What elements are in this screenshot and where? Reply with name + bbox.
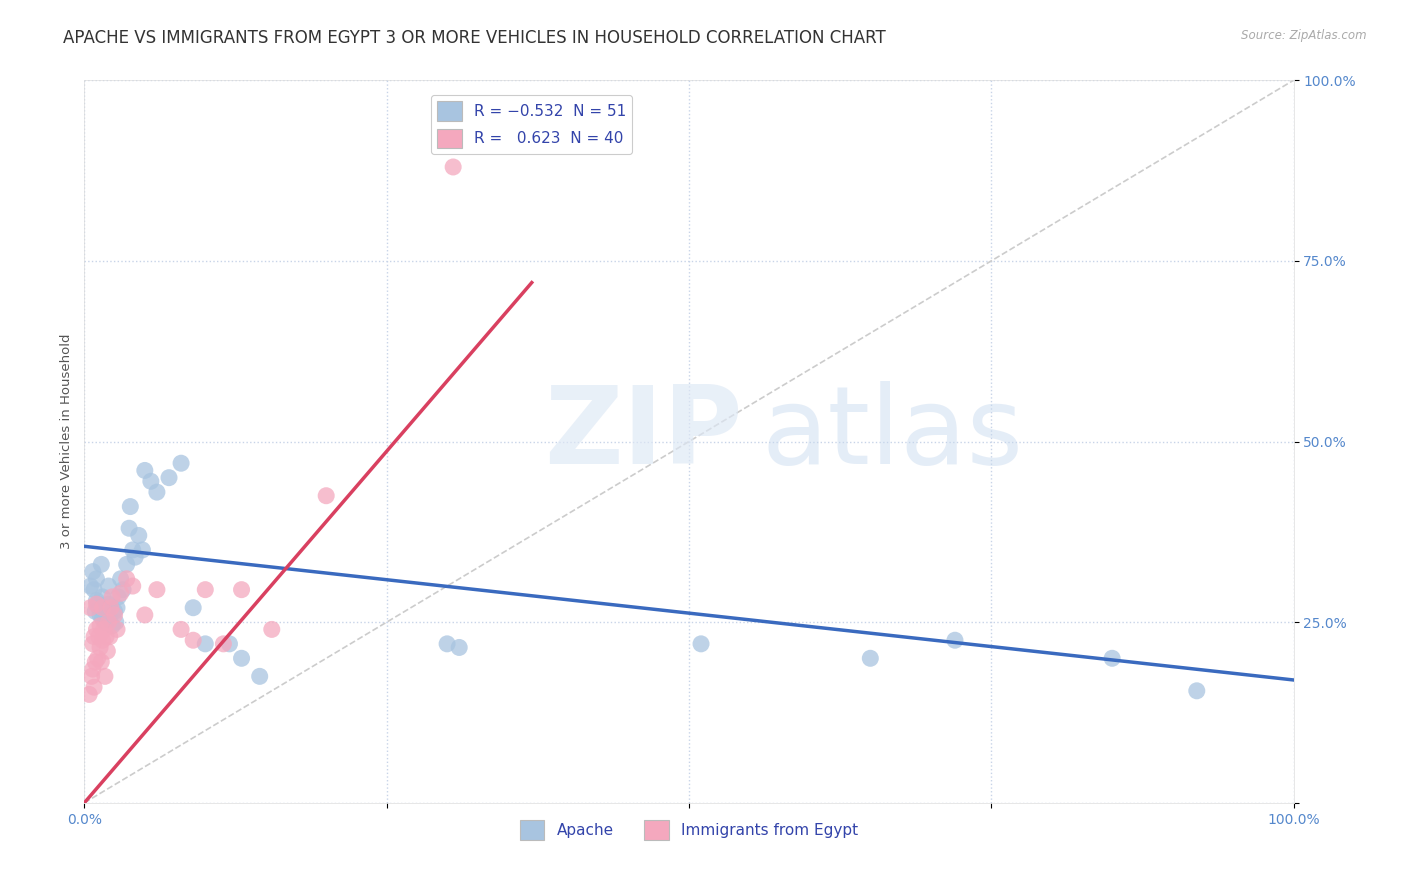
Point xyxy=(315,489,337,503)
Text: APACHE VS IMMIGRANTS FROM EGYPT 3 OR MORE VEHICLES IN HOUSEHOLD CORRELATION CHAR: APACHE VS IMMIGRANTS FROM EGYPT 3 OR MOR… xyxy=(63,29,886,46)
Point xyxy=(690,637,713,651)
Point xyxy=(77,687,100,701)
Point xyxy=(91,611,114,625)
Point xyxy=(86,597,108,611)
Point xyxy=(91,633,114,648)
Point xyxy=(146,485,169,500)
Point xyxy=(96,604,118,618)
Point xyxy=(120,500,142,514)
Point xyxy=(170,623,193,637)
Point xyxy=(89,607,111,622)
Point xyxy=(89,640,111,655)
Point xyxy=(91,600,114,615)
Point xyxy=(98,630,121,644)
Point xyxy=(97,615,120,630)
Point xyxy=(101,590,124,604)
Point xyxy=(82,565,104,579)
Point xyxy=(181,633,204,648)
Legend: Apache, Immigrants from Egypt: Apache, Immigrants from Egypt xyxy=(513,814,865,846)
Point xyxy=(110,572,132,586)
Point xyxy=(94,615,117,630)
Point xyxy=(104,604,127,618)
Point xyxy=(104,615,127,630)
Point xyxy=(94,669,117,683)
Text: Source: ZipAtlas.com: Source: ZipAtlas.com xyxy=(1241,29,1367,42)
Point xyxy=(97,597,120,611)
Point xyxy=(94,615,117,630)
Point xyxy=(110,586,132,600)
Point xyxy=(91,590,114,604)
Point xyxy=(86,623,108,637)
Point xyxy=(97,579,120,593)
Point xyxy=(94,630,117,644)
Point xyxy=(943,633,966,648)
Point xyxy=(83,680,105,694)
Point xyxy=(86,651,108,665)
Point xyxy=(107,590,129,604)
Point xyxy=(121,542,143,557)
Point xyxy=(86,597,108,611)
Point xyxy=(84,604,107,618)
Point xyxy=(86,572,108,586)
Point xyxy=(83,582,105,597)
Point xyxy=(231,582,253,597)
Point xyxy=(89,619,111,633)
Point xyxy=(170,456,193,470)
Point xyxy=(131,542,153,557)
Point xyxy=(194,582,217,597)
Point xyxy=(124,550,146,565)
Point xyxy=(104,607,127,622)
Point xyxy=(1101,651,1123,665)
Point xyxy=(139,475,162,489)
Point xyxy=(112,582,135,597)
Point xyxy=(105,623,128,637)
Point xyxy=(212,637,235,651)
Point xyxy=(157,470,180,484)
Point xyxy=(79,579,101,593)
Y-axis label: 3 or more Vehicles in Household: 3 or more Vehicles in Household xyxy=(60,334,73,549)
Point xyxy=(181,600,204,615)
Point xyxy=(82,662,104,676)
Point xyxy=(93,600,115,615)
Point xyxy=(249,669,271,683)
Point xyxy=(436,637,458,651)
Point xyxy=(231,651,253,665)
Text: ZIP: ZIP xyxy=(544,381,742,487)
Point xyxy=(82,637,104,651)
Point xyxy=(121,579,143,593)
Point xyxy=(441,160,464,174)
Point xyxy=(90,655,112,669)
Point xyxy=(80,669,103,683)
Point xyxy=(146,582,169,597)
Point xyxy=(449,640,471,655)
Point xyxy=(100,600,122,615)
Point xyxy=(105,600,128,615)
Point xyxy=(218,637,240,651)
Point xyxy=(134,463,156,477)
Point xyxy=(118,521,141,535)
Point xyxy=(93,623,115,637)
Point xyxy=(128,528,150,542)
Point xyxy=(859,651,882,665)
Text: atlas: atlas xyxy=(762,381,1024,487)
Point xyxy=(84,655,107,669)
Point xyxy=(115,572,138,586)
Point xyxy=(90,558,112,572)
Point xyxy=(1185,683,1208,698)
Point xyxy=(260,623,283,637)
Point xyxy=(100,600,122,615)
Point xyxy=(87,600,110,615)
Point xyxy=(86,593,108,607)
Point xyxy=(83,630,105,644)
Point xyxy=(194,637,217,651)
Point xyxy=(98,611,121,625)
Point xyxy=(87,630,110,644)
Point xyxy=(115,558,138,572)
Point xyxy=(79,600,101,615)
Point xyxy=(134,607,156,622)
Point xyxy=(101,619,124,633)
Point xyxy=(96,644,118,658)
